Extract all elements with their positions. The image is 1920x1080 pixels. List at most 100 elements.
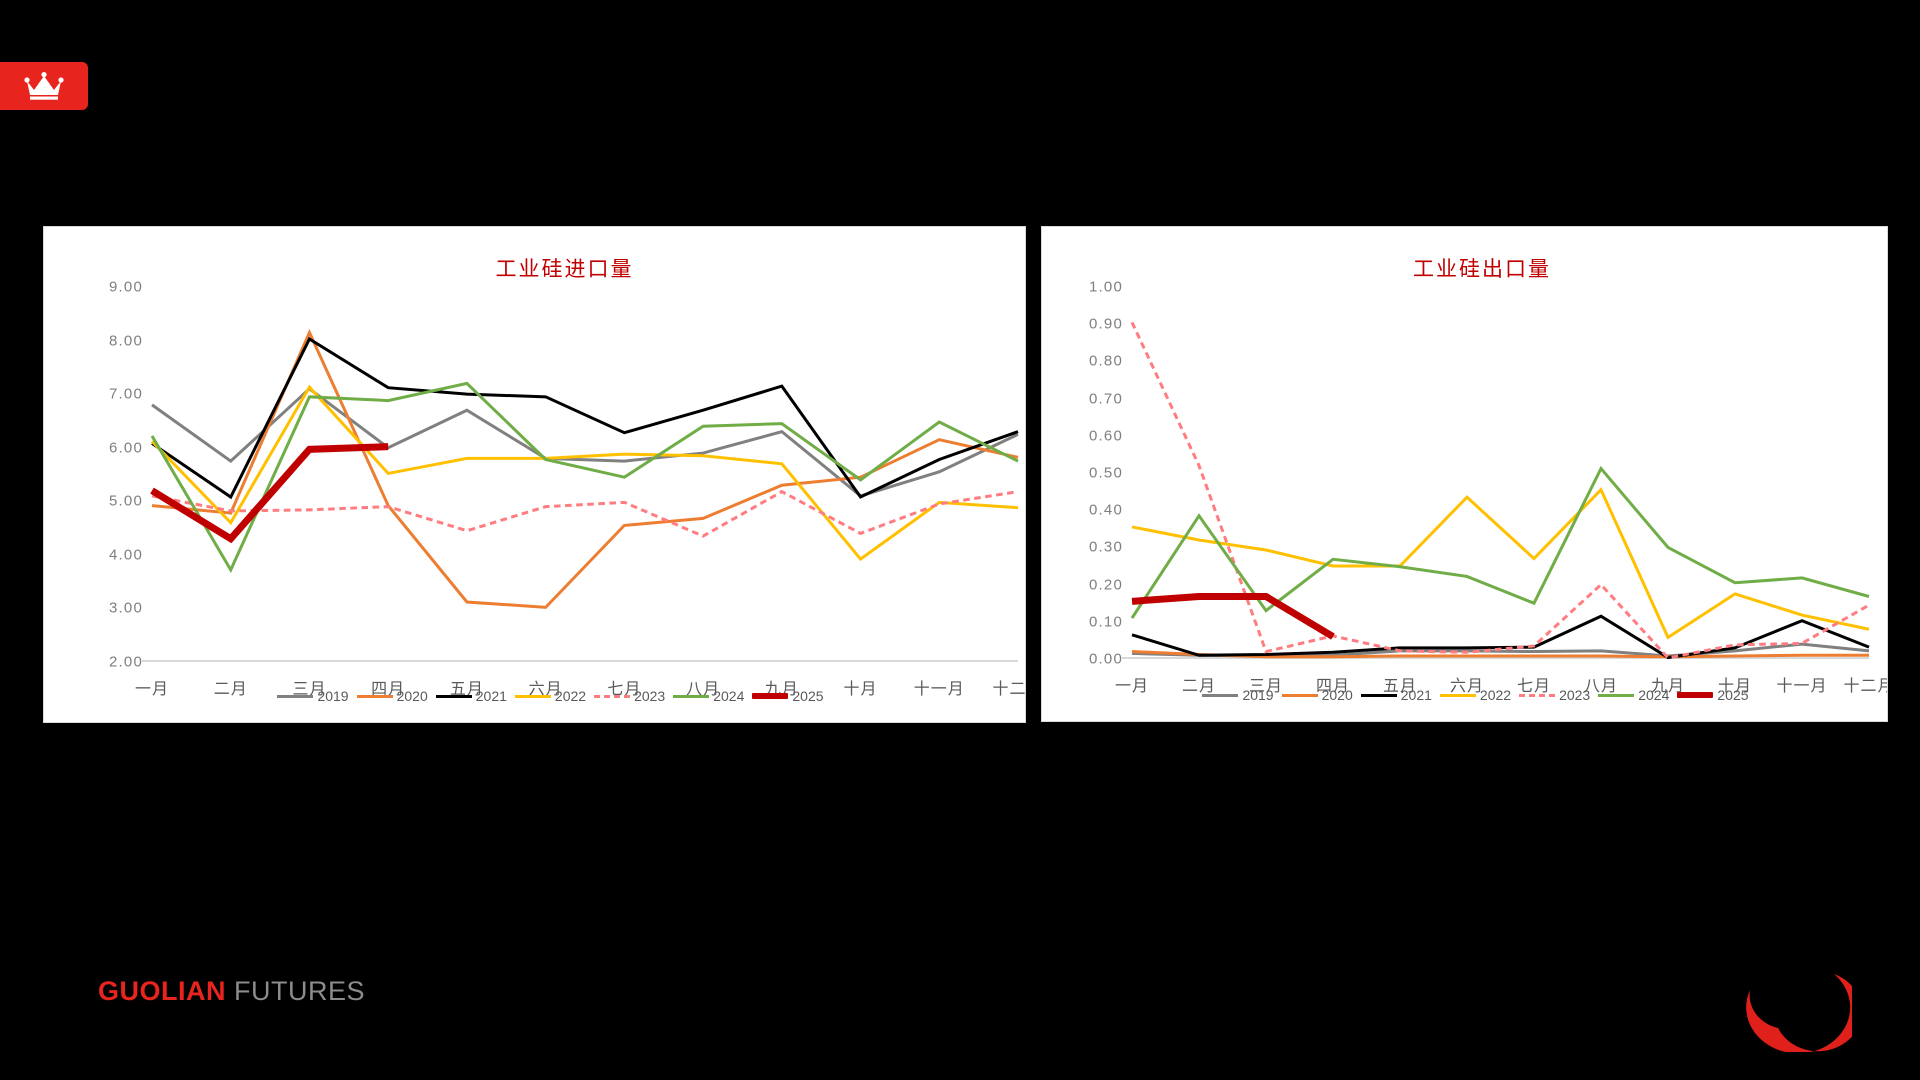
y-axis-tick-label: 0.00 <box>1089 650 1123 668</box>
x-axis-tick-label: 四月 <box>1315 678 1351 695</box>
legend-item-2020[interactable]: 2020 <box>1281 687 1361 703</box>
crown-badge <box>0 62 88 110</box>
x-axis-line <box>1122 657 1869 659</box>
legend-label: 2021 <box>475 688 507 704</box>
y-axis-tick-label: 4.00 <box>109 546 143 564</box>
legend-swatch-icon <box>356 694 393 698</box>
x-axis-tick-label: 九月 <box>1650 678 1686 695</box>
legend-label: 2022 <box>1479 687 1512 703</box>
x-axis-tick-label: 二月 <box>213 681 248 698</box>
corner-logo <box>1742 952 1852 1052</box>
legend-item-2021[interactable]: 2021 <box>435 688 515 704</box>
x-axis-tick-label: 六月 <box>1449 678 1485 695</box>
x-axis-tick-label: 五月 <box>1382 678 1418 695</box>
y-axis-tick-label: 2.00 <box>109 653 143 671</box>
chart-panel-import: 工业硅进口量 9.00 8.00 7.00 6.00 5.00 4.00 3.00 2.00 一… <box>43 226 1026 723</box>
legend-item-2023[interactable]: 2023 <box>1519 687 1598 703</box>
legend-label: 2025 <box>1717 687 1749 703</box>
chart-lines <box>150 328 1019 609</box>
x-axis-tick-label: 十二月 <box>992 681 1026 698</box>
y-axis-tick-label: 3.00 <box>109 599 143 617</box>
x-axis-tick-label: 八月 <box>686 681 721 698</box>
series-line-2025 <box>150 443 389 544</box>
x-axis-tick-label: 十月 <box>843 681 878 698</box>
legend-label: 2019 <box>317 688 349 704</box>
legend-swatch-icon <box>752 693 789 699</box>
x-axis-tick-label: 十月 <box>1717 678 1753 695</box>
x-axis-tick-label: 六月 <box>528 681 563 698</box>
legend-swatch-icon <box>1360 693 1397 697</box>
crescent-arc-icon <box>1742 952 1852 1052</box>
legend-label: 2024 <box>713 688 745 704</box>
x-axis-line <box>142 660 1018 662</box>
legend-item-2023[interactable]: 2023 <box>594 688 673 704</box>
legend-label: 2022 <box>554 688 587 704</box>
chart-legend-export: 2019 2020 2021 2022 2023 2024 2025 <box>1042 687 1887 703</box>
legend-swatch-icon <box>1439 693 1476 697</box>
series-line-2023 <box>1130 321 1870 660</box>
legend-item-2025[interactable]: 2025 <box>752 688 831 704</box>
legend-item-2022[interactable]: 2022 <box>514 688 594 704</box>
series-line-2024 <box>150 381 1019 574</box>
series-line-2021 <box>151 336 1019 500</box>
series-line-2020 <box>151 328 1019 609</box>
legend-label: 2020 <box>1321 687 1353 703</box>
y-axis-tick-label: 7.00 <box>109 385 143 403</box>
legend-swatch-icon <box>1598 693 1635 697</box>
x-axis-tick-label: 八月 <box>1583 678 1619 695</box>
legend-swatch-icon <box>1519 693 1556 697</box>
legend-swatch-icon <box>1202 693 1239 697</box>
x-axis-tick-label: 一月 <box>1114 678 1150 695</box>
y-axis-tick-label: 0.20 <box>1089 576 1123 594</box>
y-axis-tick-label: 0.70 <box>1089 390 1123 408</box>
chart-title-import: 工业硅进口量 <box>495 257 634 281</box>
chart-lines <box>1130 321 1870 660</box>
legend-item-2020[interactable]: 2020 <box>356 688 436 704</box>
plot-area-import: 9.00 8.00 7.00 6.00 5.00 4.00 3.00 2.00 一月 二月 三月 四月… <box>109 279 1025 699</box>
legend-label: 2023 <box>1559 687 1591 703</box>
chart-panel-export: 工业硅出口量 1.00 0.90 0.80 0.70 0.60 0.50 0.40 0.30 0… <box>1041 226 1888 722</box>
x-axis-tick-label: 十一月 <box>1776 678 1828 695</box>
brand-primary: GUOLIAN <box>98 976 226 1006</box>
legend-item-2025[interactable]: 2025 <box>1677 687 1756 703</box>
series-line-2023 <box>151 489 1019 538</box>
legend-label: 2024 <box>1638 687 1670 703</box>
x-axis-tick-label: 二月 <box>1181 678 1217 695</box>
x-axis-tick-label: 一月 <box>134 681 170 698</box>
y-axis-tick-label: 5.00 <box>109 492 143 510</box>
legend-label: 2019 <box>1242 687 1274 703</box>
legend-swatch-icon <box>594 694 631 698</box>
y-axis-tick-label: 0.80 <box>1089 352 1123 370</box>
legend-item-2022[interactable]: 2022 <box>1439 687 1519 703</box>
series-line-2022 <box>1131 487 1870 640</box>
y-axis-tick-label: 9.00 <box>109 278 143 296</box>
legend-swatch-icon <box>435 694 472 698</box>
legend-swatch-icon <box>1677 692 1714 698</box>
y-axis-tick-label: 0.90 <box>1089 315 1123 333</box>
legend-swatch-icon <box>514 694 551 698</box>
y-axis-tick-label: 0.40 <box>1089 501 1123 519</box>
series-line-2021 <box>1131 614 1870 660</box>
y-axis-tick-label: 8.00 <box>109 332 143 350</box>
legend-swatch-icon <box>1281 693 1318 697</box>
legend-item-2024[interactable]: 2024 <box>673 688 752 704</box>
chart-title-export: 工业硅出口量 <box>1413 257 1551 281</box>
chart-legend-import: 2019 2020 2021 2022 2023 2024 2025 <box>44 688 1025 704</box>
x-axis-tick-label: 四月 <box>371 681 406 698</box>
y-axis-tick-label: 1.00 <box>1089 278 1123 296</box>
legend-item-2024[interactable]: 2024 <box>1598 687 1677 703</box>
crown-icon <box>24 71 64 101</box>
x-axis-tick-label: 十一月 <box>913 681 965 698</box>
legend-label: 2025 <box>792 688 824 704</box>
x-axis-tick-label: 五月 <box>449 681 484 698</box>
legend-item-2021[interactable]: 2021 <box>1360 687 1440 703</box>
legend-item-2019[interactable]: 2019 <box>277 688 356 704</box>
legend-item-2019[interactable]: 2019 <box>1202 687 1281 703</box>
y-axis-tick-label: 6.00 <box>109 439 143 457</box>
legend-swatch-icon <box>277 694 314 698</box>
y-axis-tick-label: 0.60 <box>1089 427 1123 445</box>
plot-area-export: 1.00 0.90 0.80 0.70 0.60 0.50 0.40 0.30 0.20 0.10… <box>1089 279 1887 696</box>
legend-label: 2023 <box>634 688 666 704</box>
brand-wordmark: GUOLIAN FUTURES <box>98 976 365 1007</box>
